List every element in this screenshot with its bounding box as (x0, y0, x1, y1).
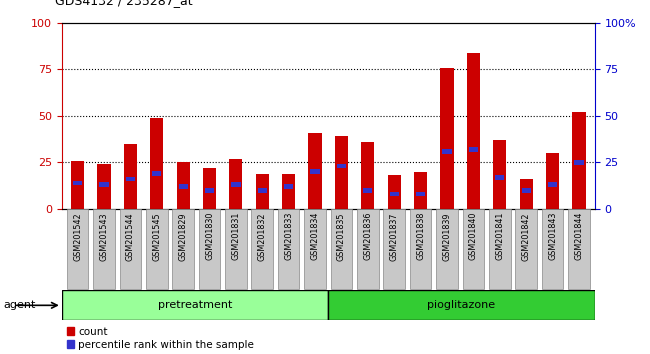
Bar (205, 188, 214, 193)
FancyBboxPatch shape (541, 209, 564, 289)
Legend: count, percentile rank within the sample: count, percentile rank within the sample (67, 326, 254, 350)
Text: GSM201832: GSM201832 (258, 212, 266, 261)
Text: GSM201836: GSM201836 (363, 212, 372, 261)
Bar (177, 162, 190, 209)
Bar (363, 188, 372, 193)
Text: GSM201838: GSM201838 (416, 212, 425, 261)
FancyBboxPatch shape (252, 209, 273, 289)
FancyBboxPatch shape (489, 209, 511, 289)
Bar (441, 68, 454, 209)
Text: GSM201842: GSM201842 (522, 212, 530, 261)
Bar (467, 53, 480, 209)
FancyBboxPatch shape (436, 209, 458, 289)
FancyBboxPatch shape (93, 209, 115, 289)
FancyBboxPatch shape (463, 209, 484, 289)
Text: GDS4132 / 235287_at: GDS4132 / 235287_at (55, 0, 193, 7)
Bar (548, 182, 557, 187)
FancyBboxPatch shape (384, 209, 405, 289)
FancyBboxPatch shape (515, 209, 537, 289)
Bar (231, 182, 240, 187)
Text: GSM201840: GSM201840 (469, 212, 478, 261)
Bar (546, 153, 559, 209)
Text: GSM201843: GSM201843 (548, 212, 557, 261)
Bar (519, 179, 533, 209)
Bar (414, 172, 427, 209)
FancyBboxPatch shape (199, 209, 220, 289)
Bar (495, 175, 504, 179)
Text: GSM201831: GSM201831 (231, 212, 240, 261)
Text: GSM201839: GSM201839 (443, 212, 452, 261)
Bar (575, 160, 584, 165)
Bar (443, 149, 452, 154)
Text: agent: agent (3, 300, 36, 310)
Bar (361, 142, 374, 209)
FancyBboxPatch shape (410, 209, 432, 289)
Bar (255, 173, 269, 209)
Bar (71, 161, 84, 209)
Bar (493, 140, 506, 209)
Bar (150, 118, 163, 209)
Text: GSM201835: GSM201835 (337, 212, 346, 261)
FancyBboxPatch shape (328, 290, 595, 320)
Bar (229, 159, 242, 209)
Text: GSM201830: GSM201830 (205, 212, 214, 261)
Text: pretreatment: pretreatment (158, 300, 232, 310)
Bar (203, 168, 216, 209)
FancyBboxPatch shape (225, 209, 247, 289)
Bar (98, 164, 111, 209)
Text: GSM201829: GSM201829 (179, 212, 188, 261)
Text: GSM201833: GSM201833 (284, 212, 293, 261)
Text: GSM201545: GSM201545 (152, 212, 161, 261)
Bar (125, 177, 135, 182)
Bar (572, 112, 586, 209)
Text: GSM201544: GSM201544 (126, 212, 135, 261)
FancyBboxPatch shape (62, 290, 328, 320)
FancyBboxPatch shape (146, 209, 168, 289)
Text: GSM201841: GSM201841 (495, 212, 504, 261)
Text: GSM201844: GSM201844 (575, 212, 584, 261)
FancyBboxPatch shape (120, 209, 141, 289)
Text: GSM201837: GSM201837 (390, 212, 398, 261)
FancyBboxPatch shape (304, 209, 326, 289)
Bar (152, 171, 161, 176)
FancyBboxPatch shape (172, 209, 194, 289)
Bar (416, 192, 425, 196)
Bar (282, 173, 295, 209)
Text: GSM201542: GSM201542 (73, 212, 82, 261)
Text: GSM201834: GSM201834 (311, 212, 320, 261)
FancyBboxPatch shape (568, 209, 590, 289)
Bar (284, 184, 293, 189)
Bar (337, 164, 346, 169)
Bar (521, 188, 531, 193)
Bar (311, 169, 320, 174)
Bar (387, 176, 401, 209)
Bar (257, 188, 267, 193)
Bar (335, 136, 348, 209)
Bar (469, 147, 478, 152)
FancyBboxPatch shape (331, 209, 352, 289)
FancyBboxPatch shape (278, 209, 300, 289)
Bar (99, 182, 109, 187)
Text: pioglitazone: pioglitazone (428, 300, 495, 310)
Bar (309, 133, 322, 209)
FancyBboxPatch shape (357, 209, 379, 289)
Bar (124, 144, 137, 209)
Bar (179, 184, 188, 189)
FancyBboxPatch shape (67, 209, 88, 289)
Text: GSM201543: GSM201543 (99, 212, 109, 261)
Bar (389, 192, 399, 196)
Bar (73, 181, 82, 185)
